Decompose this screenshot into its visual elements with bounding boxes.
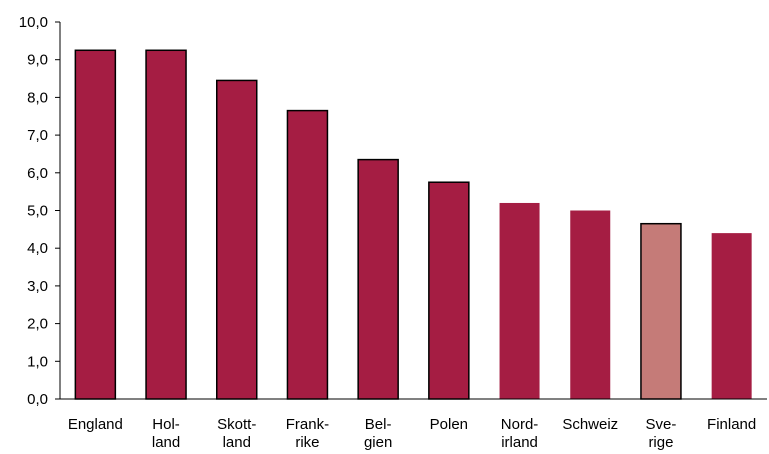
bar — [570, 210, 611, 399]
bar — [499, 202, 540, 399]
x-tick-label: Hol-land — [152, 416, 180, 451]
x-tick-label: Skott-land — [217, 416, 256, 451]
bar — [216, 79, 258, 400]
bar — [145, 49, 187, 400]
bar — [428, 181, 470, 400]
x-tick-label: Nord-irland — [501, 416, 539, 451]
bar — [357, 158, 399, 400]
bar — [711, 233, 752, 399]
y-tick-label: 0,0 — [27, 391, 48, 408]
y-tick-label: 10,0 — [19, 14, 48, 31]
bar — [74, 49, 117, 400]
x-tick-label: Finland — [707, 416, 756, 433]
x-tick-label: Schweiz — [562, 416, 618, 433]
x-axis: England Hol-land Skott-land Frank-rike Bel-g… — [60, 398, 767, 451]
bars — [74, 49, 752, 400]
y-tick-label: 8,0 — [27, 89, 48, 106]
y-tick-label: 9,0 — [27, 52, 48, 69]
y-tick-label: 1,0 — [27, 353, 48, 370]
bar — [640, 222, 682, 400]
y-tick-label: 3,0 — [27, 278, 48, 295]
y-axis: 0,0 1,0 2,0 3,0 4,0 5,0 6,0 7,0 8,0 9,0 10,0 — [19, 14, 61, 408]
y-tick-label: 7,0 — [27, 127, 48, 144]
x-tick-label: Sve-rige — [646, 416, 677, 451]
x-tick-label: Frank-rike — [286, 416, 329, 451]
y-tick-label: 6,0 — [27, 165, 48, 182]
x-tick-label: Polen — [430, 416, 468, 433]
bar — [286, 109, 329, 400]
y-tick-label: 5,0 — [27, 203, 48, 220]
y-tick-label: 2,0 — [27, 316, 48, 333]
x-tick-label: Bel-gien — [364, 416, 392, 451]
y-tick-label: 4,0 — [27, 240, 48, 257]
x-tick-label: England — [68, 416, 123, 433]
